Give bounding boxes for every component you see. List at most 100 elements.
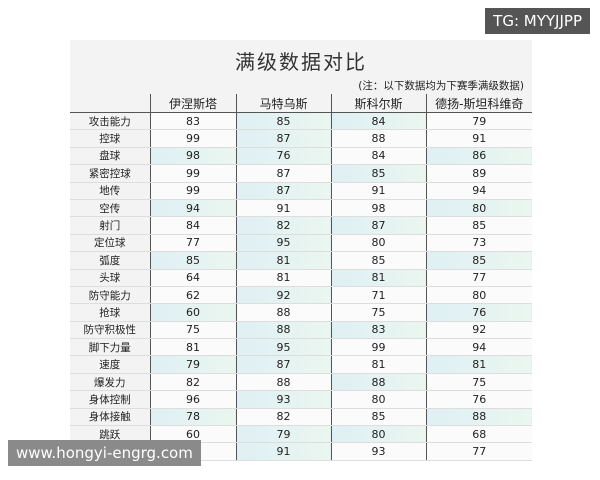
stat-cell: 88	[235, 303, 331, 322]
table-row: 脚下力量 81 95 99 94	[70, 338, 532, 357]
table-row: 弧度 85 81 85 85	[70, 251, 532, 270]
table-row: 空传 94 91 98 80	[70, 199, 532, 218]
stat-cell: 75	[149, 321, 236, 340]
stat-cell: 79	[149, 355, 236, 374]
stat-cell: 91	[330, 182, 426, 200]
stat-cell: 77	[425, 269, 532, 287]
watermark: www.hongyi-engrg.com	[8, 440, 201, 466]
stat-cell: 99	[149, 182, 236, 200]
stat-cell: 77	[149, 234, 236, 253]
row-label: 身体接触	[70, 408, 150, 427]
table-row: 地传 99 87 91 94	[70, 182, 532, 200]
stat-cell: 89	[425, 164, 532, 183]
column-header: 马特乌斯	[235, 94, 331, 113]
table-row: 攻击能力 83 85 84 79	[70, 112, 532, 131]
row-label: 攻击能力	[70, 112, 150, 131]
stat-cell: 85	[425, 251, 532, 270]
table-row: 头球 64 81 81 77	[70, 269, 532, 287]
stats-table: 伊涅斯塔 马特乌斯 斯科尔斯 德扬-斯坦科维奇 攻击能力 83 85 84 79 控球 99 87 8…	[70, 94, 532, 461]
table-row: 定位球 77 95 80 73	[70, 234, 532, 253]
stat-cell: 64	[149, 269, 236, 287]
watermark: TG: MYYJJPP	[485, 8, 590, 34]
row-label: 地传	[70, 182, 150, 200]
stat-cell: 95	[235, 338, 331, 357]
stat-cell: 88	[235, 321, 331, 340]
stat-cell: 81	[235, 269, 331, 287]
stat-cell: 86	[425, 147, 532, 166]
stat-cell: 85	[149, 251, 236, 270]
stat-cell: 98	[149, 147, 236, 166]
stat-cell: 80	[425, 286, 532, 305]
stat-cell: 84	[330, 147, 426, 166]
stat-cell: 62	[149, 286, 236, 305]
stat-cell: 87	[330, 216, 426, 235]
table-row: 防守能力 62 92 71 80	[70, 286, 532, 305]
stat-cell: 87	[235, 164, 331, 183]
stat-cell: 82	[235, 216, 331, 235]
table-row: 防守积极性 75 88 83 92	[70, 321, 532, 340]
table-row: 速度 79 87 81 81	[70, 355, 532, 374]
stat-cell: 93	[235, 390, 331, 409]
stat-cell: 83	[330, 321, 426, 340]
header-row: 伊涅斯塔 马特乌斯 斯科尔斯 德扬-斯坦科维奇	[70, 94, 532, 113]
stat-cell: 91	[235, 199, 331, 218]
row-label: 脚下力量	[70, 338, 150, 357]
stat-cell: 95	[235, 234, 331, 253]
stat-cell: 78	[149, 408, 236, 427]
row-label: 射门	[70, 216, 150, 235]
stat-cell: 91	[425, 129, 532, 148]
stat-cell: 87	[235, 182, 331, 200]
stat-cell: 80	[330, 390, 426, 409]
stat-cell: 98	[330, 199, 426, 218]
sheet: 满级数据对比 (注：以下数据均为下赛季满级数据) 伊涅斯塔 马特乌斯 斯科尔斯 德扬-…	[70, 40, 532, 461]
table-row: 身体接触 78 82 85 88	[70, 408, 532, 427]
stat-cell: 88	[330, 129, 426, 148]
table-row: 控球 99 87 88 91	[70, 129, 532, 148]
stat-cell: 81	[149, 338, 236, 357]
stat-cell: 79	[235, 425, 331, 444]
stat-cell: 80	[330, 234, 426, 253]
column-header: 斯科尔斯	[330, 94, 426, 113]
stat-cell: 71	[330, 286, 426, 305]
stat-cell: 96	[149, 390, 236, 409]
stat-cell: 94	[149, 199, 236, 218]
stat-cell: 83	[149, 112, 236, 131]
stat-cell: 76	[235, 147, 331, 166]
corner	[70, 94, 150, 113]
stat-cell: 75	[425, 373, 532, 392]
row-label: 紧密控球	[70, 164, 150, 183]
row-label: 弧度	[70, 251, 150, 270]
stat-cell: 73	[425, 234, 532, 253]
stat-cell: 81	[330, 269, 426, 287]
stat-cell: 76	[425, 390, 532, 409]
stat-cell: 85	[330, 164, 426, 183]
row-label: 空传	[70, 199, 150, 218]
table-row: 紧密控球 99 87 85 89	[70, 164, 532, 183]
stat-cell: 85	[330, 251, 426, 270]
stat-cell: 94	[425, 338, 532, 357]
column-header: 德扬-斯坦科维奇	[425, 94, 532, 113]
table-row: 射门 84 82 87 85	[70, 216, 532, 235]
stat-cell: 81	[330, 355, 426, 374]
row-label: 抢球	[70, 303, 150, 322]
row-label: 防守积极性	[70, 321, 150, 340]
stat-cell: 75	[330, 303, 426, 322]
stat-cell: 93	[330, 442, 426, 461]
row-label: 防守能力	[70, 286, 150, 305]
stat-cell: 85	[235, 112, 331, 131]
stat-cell: 94	[425, 182, 532, 200]
stat-cell: 80	[425, 199, 532, 218]
stat-cell: 92	[425, 321, 532, 340]
stat-cell: 81	[235, 251, 331, 270]
stat-cell: 87	[235, 355, 331, 374]
row-label: 爆发力	[70, 373, 150, 392]
table-row: 跳跃 60 79 80 68	[70, 425, 532, 444]
stat-cell: 68	[425, 425, 532, 444]
stat-cell: 99	[149, 164, 236, 183]
stat-cell: 88	[330, 373, 426, 392]
stat-cell: 80	[330, 425, 426, 444]
stat-cell: 91	[235, 442, 331, 461]
stat-cell: 99	[330, 338, 426, 357]
stat-cell: 84	[149, 216, 236, 235]
